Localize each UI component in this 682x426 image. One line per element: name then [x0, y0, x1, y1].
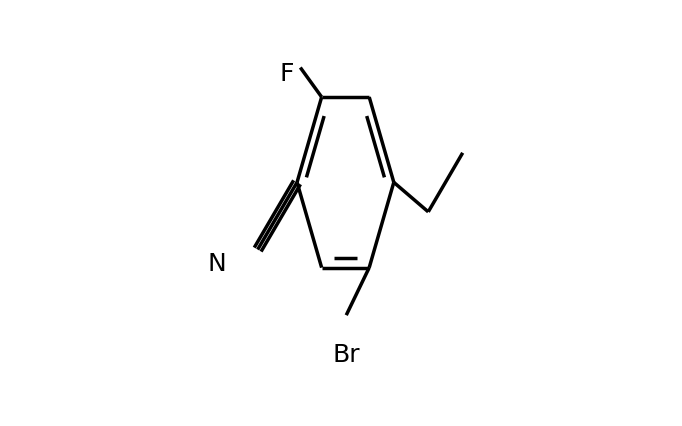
- Text: F: F: [280, 62, 295, 86]
- Text: Br: Br: [332, 343, 360, 366]
- Text: N: N: [207, 252, 226, 276]
